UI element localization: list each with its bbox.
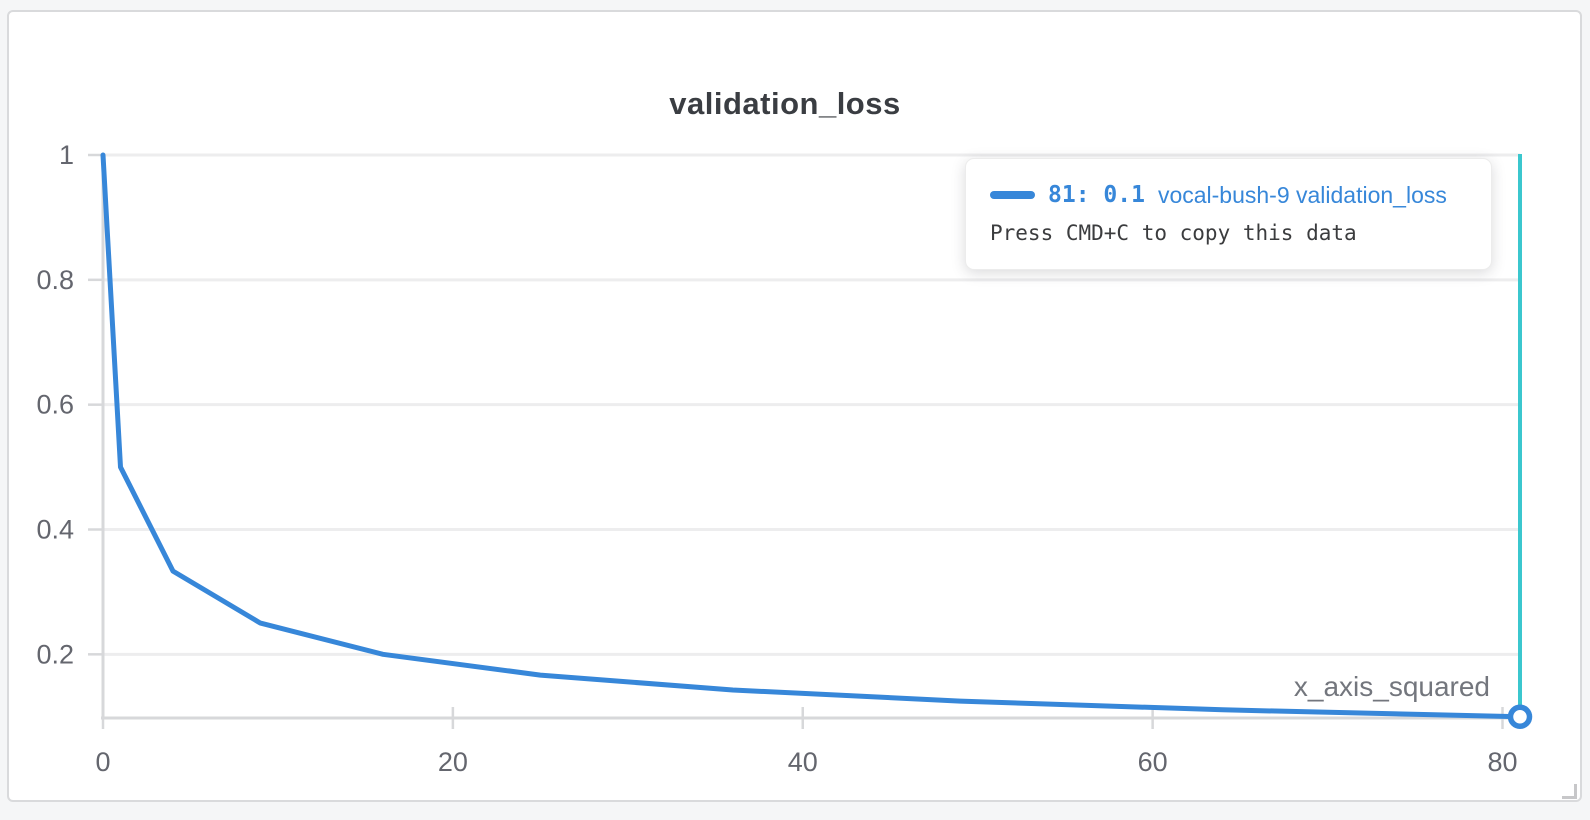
tooltip-series-row: 81: 0.1 vocal-bush-9 validation_loss xyxy=(990,176,1467,214)
tooltip-copy-hint: Press CMD+C to copy this data xyxy=(990,221,1357,245)
tooltip-point-value: 81: 0.1 xyxy=(1048,182,1145,208)
series-color-swatch-icon xyxy=(990,191,1035,199)
y-tick-label: 0.2 xyxy=(36,639,74,669)
loss-curve xyxy=(100,152,1523,720)
x-axis-label: x_axis_squared xyxy=(1293,671,1490,702)
x-tick-label: 0 xyxy=(95,747,110,777)
panel-resize-handle[interactable] xyxy=(1562,784,1577,799)
x-tick-label: 20 xyxy=(438,747,468,777)
y-tick-label: 0.6 xyxy=(36,390,74,420)
y-tick-label: 0.8 xyxy=(36,265,74,295)
plot-tick-marks xyxy=(88,153,1504,729)
x-tick-label: 40 xyxy=(788,747,818,777)
plot-gridlines xyxy=(103,153,1520,656)
tooltip-series-name: vocal-bush-9 validation_loss xyxy=(1157,181,1447,208)
hover-tooltip: 81: 0.1 vocal-bush-9 validation_loss Pre… xyxy=(965,158,1492,270)
y-tick-label: 1 xyxy=(59,140,74,170)
y-tick-label: 0.4 xyxy=(36,515,74,545)
hover-crosshair xyxy=(1507,154,1533,730)
x-tick-label: 60 xyxy=(1138,747,1168,777)
x-tick-label: 80 xyxy=(1487,747,1517,777)
plot-axes xyxy=(101,155,1523,720)
run-line-vocal-bush-9 xyxy=(100,152,1523,720)
plot-tick-labels: 0.2 0.4 0.6 0.8 1 0 20 40 60 80 xyxy=(36,140,1517,777)
hovered-point-marker xyxy=(1507,704,1533,730)
chart-title: validation_loss xyxy=(669,86,901,121)
